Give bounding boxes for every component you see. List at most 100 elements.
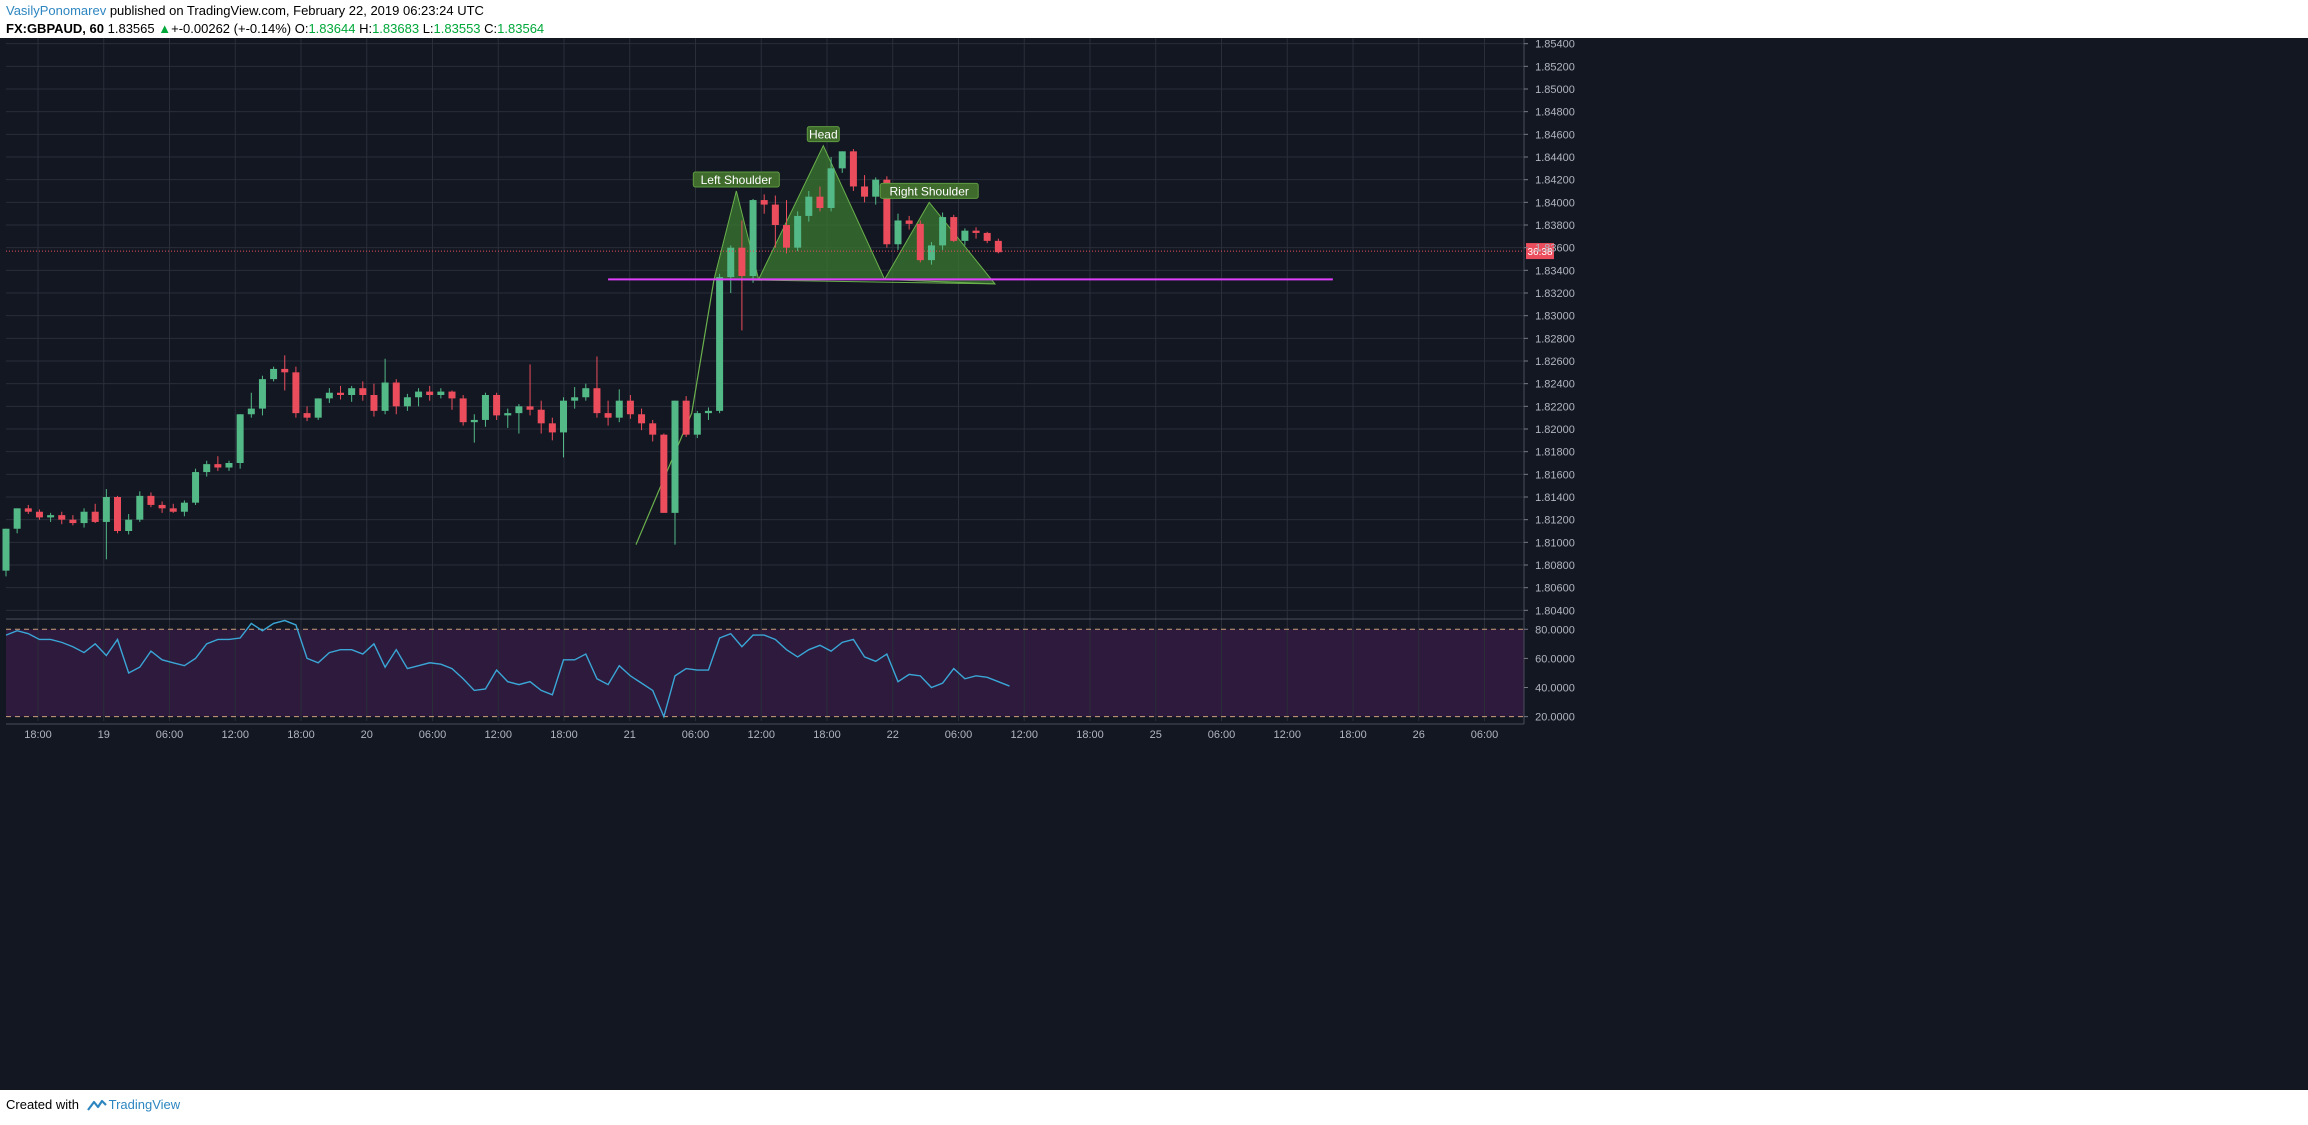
- price-tick-label: 1.85200: [1535, 61, 1575, 73]
- candle-body: [214, 464, 222, 468]
- candle-body: [838, 151, 846, 169]
- candle-body: [303, 413, 311, 418]
- published-text: published on TradingView.com, February 2…: [106, 3, 484, 18]
- candles: [2, 149, 1002, 577]
- candle-body: [236, 414, 244, 463]
- price-change: +-0.00262 (+-0.14%): [171, 21, 292, 36]
- tradingview-brand[interactable]: TradingView: [108, 1097, 181, 1112]
- candle-body: [225, 463, 233, 468]
- pattern-label-box: [879, 182, 979, 199]
- candle-body: [281, 368, 289, 373]
- candle-body: [348, 388, 356, 395]
- price-axis[interactable]: 1.85400 1.85200 1.85000 1.84800 1.84600 1.844…: [1524, 39, 1575, 724]
- candle-body: [738, 247, 746, 276]
- candle-body: [125, 519, 133, 531]
- time-tick-label: 21: [624, 729, 636, 741]
- candle-body: [939, 217, 947, 246]
- price-tick-label: 1.83600: [1535, 243, 1575, 255]
- pattern-label-box: [692, 171, 780, 188]
- candle-body: [571, 397, 579, 401]
- candle-body: [481, 395, 489, 420]
- candle-body: [370, 395, 378, 411]
- candle-body: [548, 423, 556, 433]
- price-chart[interactable]: 36:38 Left Shoulder Head Right Shoulder 1.8…: [0, 38, 2308, 1090]
- candle-body: [403, 397, 411, 407]
- candle-body: [169, 508, 177, 512]
- time-tick-label: 19: [98, 729, 110, 741]
- rsi-tick-label: 80.0000: [1535, 624, 1575, 636]
- candle-body: [794, 215, 802, 248]
- price-tick-label: 1.82400: [1535, 379, 1575, 391]
- time-tick-label: 06:00: [1471, 729, 1499, 741]
- candle-body: [359, 388, 367, 395]
- candle-body: [560, 400, 567, 433]
- author-link[interactable]: VasilyPonomarev: [6, 3, 107, 18]
- candle-body: [682, 400, 690, 435]
- price-tick-label: 1.83200: [1535, 288, 1575, 300]
- candle-body: [771, 204, 779, 225]
- candle-body: [961, 230, 969, 241]
- candle-body: [192, 472, 200, 503]
- close-value: 1.83564: [497, 21, 545, 36]
- overlays: 36:38 Left Shoulder Head Right Shoulder: [6, 126, 1554, 281]
- price-tick-label: 1.84000: [1535, 197, 1575, 209]
- candle-body: [660, 434, 668, 513]
- candle-body: [247, 408, 255, 415]
- time-axis[interactable]: 18:00 19 06:00 12:00 18:00 20 06:00 12:00 18:00 2…: [24, 729, 1498, 741]
- candle-body: [35, 511, 43, 518]
- candle-body: [849, 151, 857, 187]
- price-tick-label: 1.84600: [1535, 129, 1575, 141]
- candle-body: [504, 413, 512, 416]
- candle-body: [816, 196, 824, 208]
- open-value: 1.83644: [308, 21, 356, 36]
- low-label: L:: [422, 21, 434, 36]
- candle-body: [158, 504, 166, 509]
- time-tick-label: 26: [1413, 729, 1425, 741]
- time-tick-label: 18:00: [24, 729, 52, 741]
- candle-body: [604, 413, 612, 418]
- candle-body: [649, 423, 657, 435]
- price-tick-label: 1.85400: [1535, 39, 1575, 51]
- price-tick-label: 1.81200: [1535, 515, 1575, 527]
- price-tick-label: 1.80400: [1535, 605, 1575, 617]
- time-tick-label: 18:00: [813, 729, 841, 741]
- rsi-tick-label: 60.0000: [1535, 653, 1575, 665]
- candle-body: [983, 232, 991, 241]
- created-with-text: Created with: [6, 1097, 79, 1112]
- time-tick-label: 12:00: [221, 729, 249, 741]
- candle-body: [693, 413, 701, 435]
- candle-body: [381, 382, 389, 411]
- candle-body: [950, 217, 958, 241]
- time-tick-label: 12:00: [1010, 729, 1038, 741]
- candle-body: [526, 406, 534, 410]
- symbol-info: FX:GBPAUD, 60 1.83565 ▲+-0.00262 (+-0.14…: [6, 21, 544, 36]
- time-tick-label: 06:00: [419, 729, 447, 741]
- symbol-label: FX:GBPAUD, 60: [6, 21, 104, 36]
- last-price: 1.83565: [107, 21, 155, 36]
- price-tick-label: 1.83000: [1535, 311, 1575, 323]
- high-label: H:: [359, 21, 373, 36]
- candle-body: [727, 247, 735, 278]
- candle-body: [292, 372, 300, 414]
- candle-body: [415, 391, 423, 398]
- candle-body: [883, 179, 891, 245]
- rsi-line: [5, 619, 1010, 719]
- pattern-label: Head: [809, 128, 838, 142]
- candle-body: [470, 419, 478, 423]
- candle-body: [749, 200, 757, 276]
- candle-body: [69, 519, 77, 524]
- price-tick-label: 1.81800: [1535, 447, 1575, 459]
- candle-body: [905, 220, 913, 224]
- pattern-label-box: [806, 126, 840, 143]
- time-tick-label: 06:00: [945, 729, 973, 741]
- time-tick-label: 20: [361, 729, 373, 741]
- price-tick-label: 1.82600: [1535, 356, 1575, 368]
- candle-body: [80, 511, 88, 524]
- rsi-tick-label: 20.0000: [1535, 712, 1575, 724]
- candle-body: [270, 368, 278, 380]
- time-tick-label: 06:00: [682, 729, 710, 741]
- candle-body: [2, 528, 10, 571]
- candle-body: [704, 410, 712, 414]
- time-tick-label: 06:00: [1208, 729, 1236, 741]
- candle-body: [827, 168, 835, 208]
